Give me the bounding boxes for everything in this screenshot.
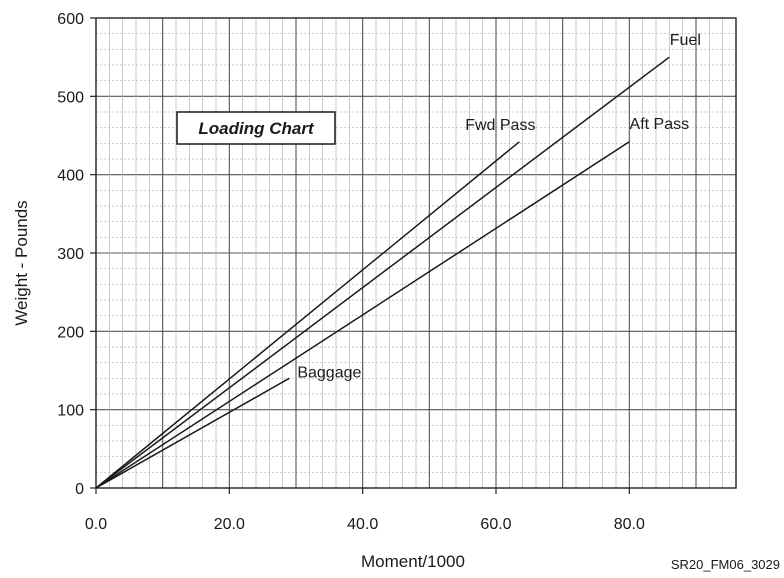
series-line-aft-pass (95, 141, 630, 489)
grid (96, 18, 736, 488)
series-label-fwd-pass: Fwd Pass (465, 117, 535, 134)
series-lines (95, 56, 670, 489)
series-line-baggage (95, 377, 290, 489)
y-tick-label: 0 (75, 481, 84, 498)
x-tick-label: 0.0 (85, 516, 107, 533)
y-axis-ticks: 0 100 200 300 400 500 600 (57, 11, 96, 498)
y-axis-title: Weight - Pounds (12, 200, 31, 325)
y-tick-label: 500 (57, 89, 84, 106)
series-label-aft-pass: Aft Pass (630, 116, 690, 133)
series-label-baggage: Baggage (297, 364, 361, 381)
series-label-fuel: Fuel (670, 32, 701, 49)
x-axis-title: Moment/1000 (361, 552, 465, 571)
y-tick-label: 400 (57, 168, 84, 185)
figure-credit: SR20_FM06_3029 (671, 557, 780, 572)
x-axis-ticks: 0.0 20.0 40.0 60.0 80.0 (85, 488, 645, 533)
series-labels: Fwd Pass Fuel Aft Pass Baggage (297, 32, 701, 381)
x-tick-label: 20.0 (214, 516, 245, 533)
x-tick-label: 80.0 (614, 516, 645, 533)
y-tick-label: 100 (57, 403, 84, 420)
title-box-frame (176, 111, 336, 145)
y-tick-label: 300 (57, 246, 84, 263)
y-tick-label: 600 (57, 11, 84, 28)
chart-title-box: Loading Chart (176, 111, 336, 145)
y-tick-label: 200 (57, 324, 84, 341)
series-line-fuel (95, 56, 670, 489)
x-tick-label: 60.0 (480, 516, 511, 533)
x-tick-label: 40.0 (347, 516, 378, 533)
chart-title: Loading Chart (198, 119, 315, 138)
series-line-fwd-pass (95, 141, 520, 489)
